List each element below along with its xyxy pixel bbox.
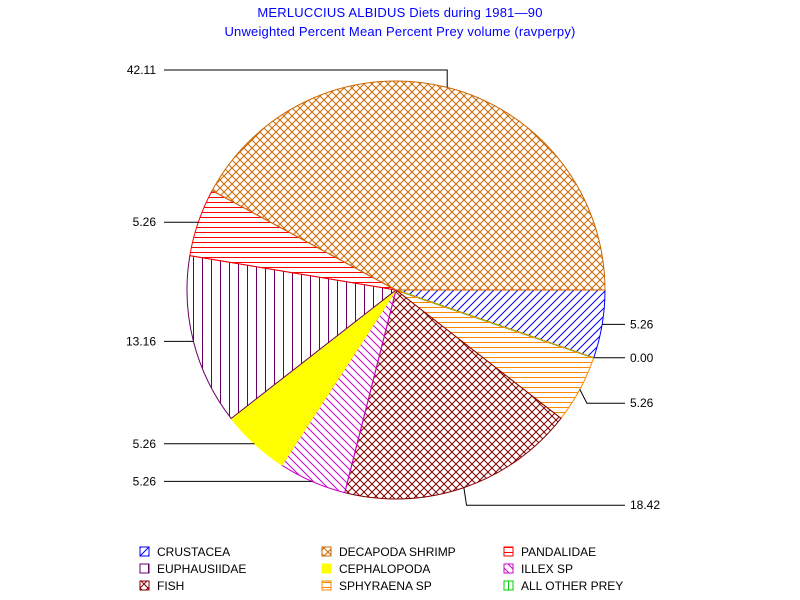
legend-swatch-decapoda-shrimp <box>321 546 332 557</box>
legend-swatch-pandalidae <box>503 546 514 557</box>
legend-swatch-crustacea <box>139 546 150 557</box>
pie-slice-fish <box>344 289 562 500</box>
leader-line-sphyraena-sp <box>579 389 625 404</box>
legend-swatch-euphausiidae <box>139 563 150 574</box>
legend-label-decapoda-shrimp: DECAPODA SHRIMP <box>339 545 456 559</box>
slice-label-illex-sp: 5.26 <box>133 474 157 488</box>
pie-slices <box>186 80 606 500</box>
slice-label-euphausiidae: 13.16 <box>126 334 156 348</box>
pie-slice-euphausiidae <box>186 255 398 420</box>
slice-label-crustacea: 5.26 <box>630 317 654 331</box>
legend-label-cephalopoda: CEPHALOPODA <box>339 562 430 576</box>
legend-label-fish: FISH <box>157 579 184 593</box>
legend-swatch-cephalopoda <box>321 563 332 574</box>
chart-title: MERLUCCIUS ALBIDUS Diets during 1981—90 <box>257 5 543 20</box>
legend-label-all-other-prey: ALL OTHER PREY <box>521 579 623 593</box>
legend-label-sphyraena-sp: SPHYRAENA SP <box>339 579 432 593</box>
leader-line-fish <box>463 487 625 506</box>
legend-label-pandalidae: PANDALIDAE <box>521 545 596 559</box>
legend: CRUSTACEA DECAPODA SHRIMP PANDALIDAE EUPHAU… <box>139 545 623 593</box>
legend-swatch-all-other-prey <box>503 580 514 591</box>
leader-lines <box>164 69 625 506</box>
slice-label-cephalopoda: 5.26 <box>133 437 157 451</box>
slice-labels: 5.26 0.00 5.26 18.42 5.26 5.26 13.16 5.26 42.11 <box>126 63 660 512</box>
slice-label-decapoda-shrimp: 42.11 <box>127 63 156 77</box>
leader-line-decapoda-shrimp <box>164 69 448 88</box>
legend-label-crustacea: CRUSTACEA <box>157 545 230 559</box>
legend-label-illex-sp: ILLEX SP <box>521 562 573 576</box>
legend-swatch-sphyraena-sp <box>321 580 332 591</box>
slice-label-pandalidae: 5.26 <box>133 215 157 229</box>
legend-swatch-fish <box>139 580 150 591</box>
chart-subtitle: Unweighted Percent Mean Percent Prey vol… <box>224 24 576 39</box>
slice-label-all-other-prey: 0.00 <box>630 351 654 365</box>
legend-swatch-illex-sp <box>503 563 514 574</box>
legend-label-euphausiidae: EUPHAUSIIDAE <box>157 562 246 576</box>
slice-label-fish: 18.42 <box>630 498 660 512</box>
slice-label-sphyraena-sp: 5.26 <box>630 396 654 410</box>
